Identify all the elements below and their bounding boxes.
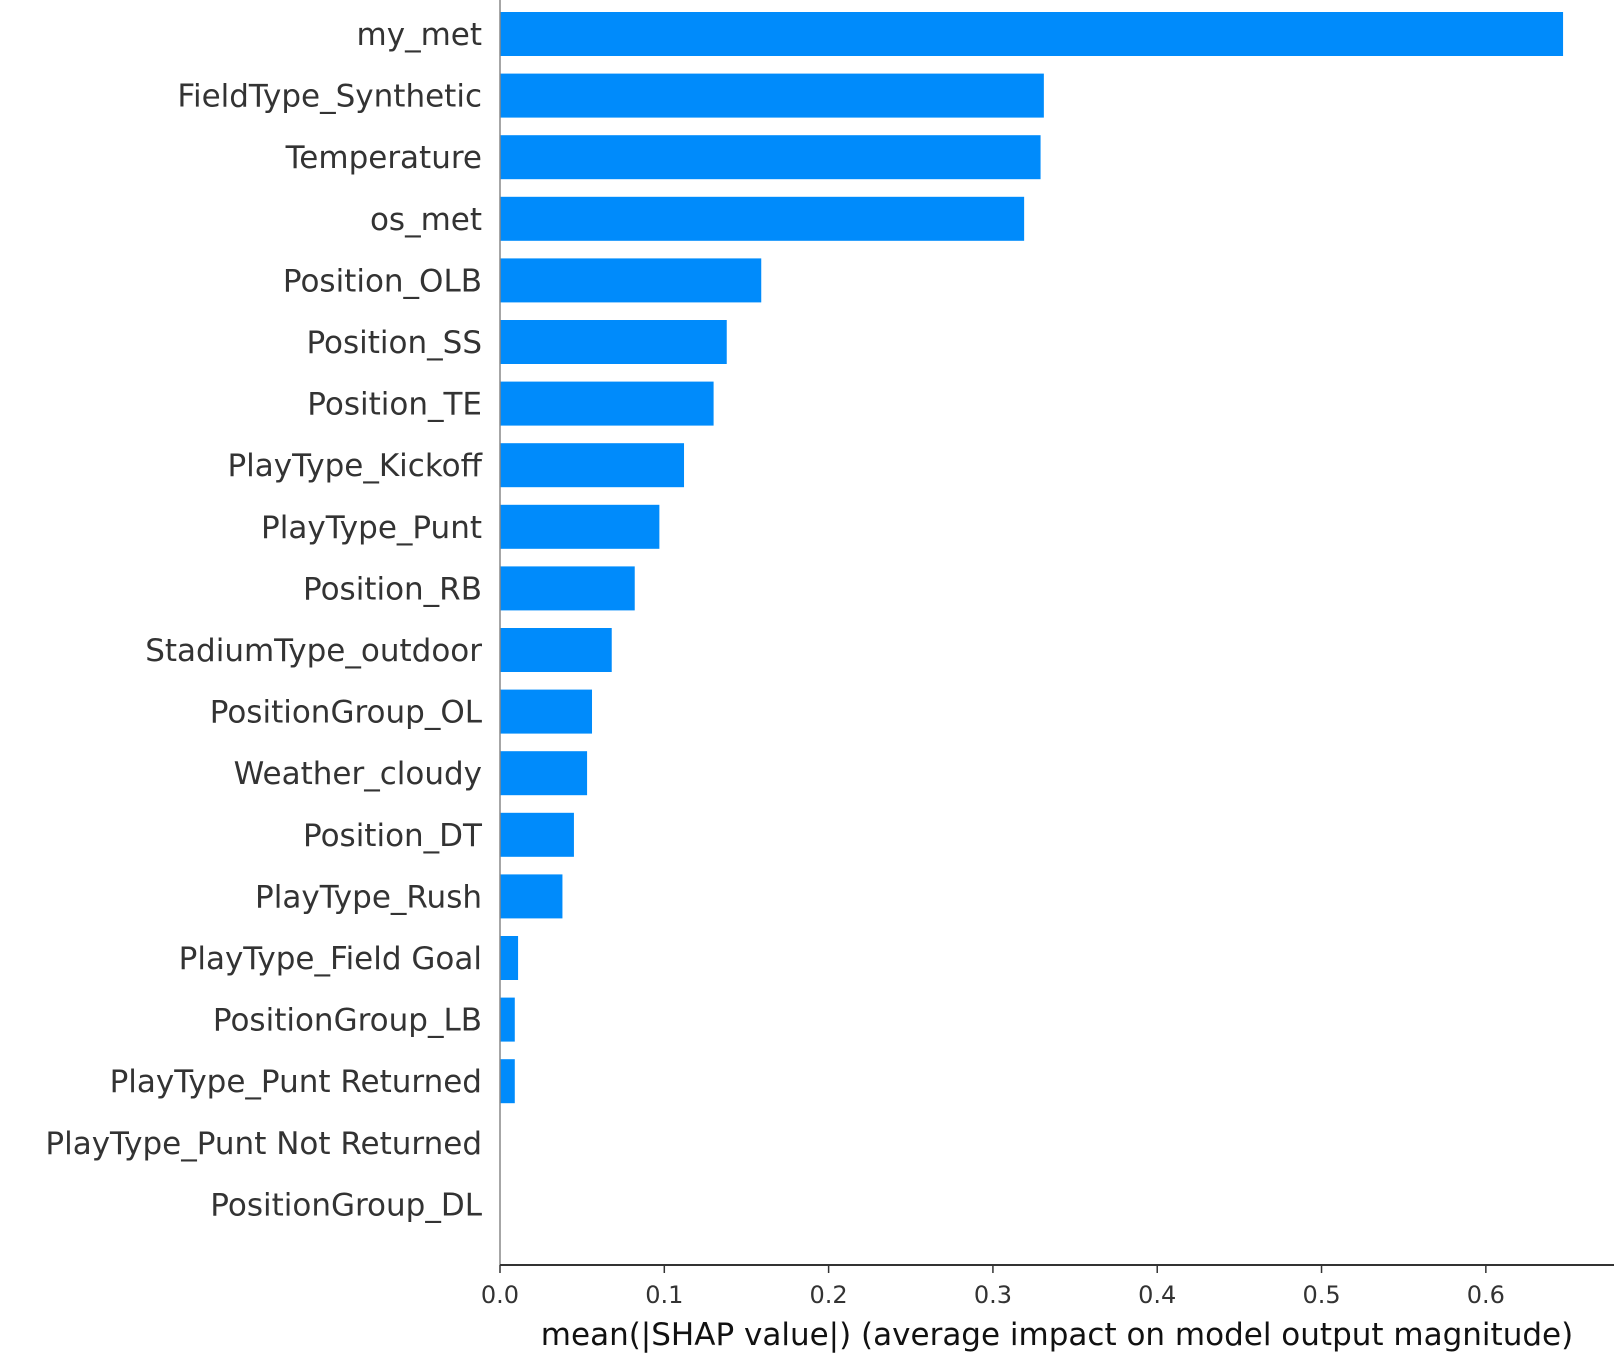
bar-my-met bbox=[500, 12, 1564, 56]
bar-position-olb bbox=[500, 258, 762, 303]
x-axis-title: mean(|SHAP value|) (average impact on mo… bbox=[541, 1317, 1573, 1353]
bar-positiongroup-ol bbox=[500, 689, 593, 734]
category-label: Position_TE bbox=[307, 387, 482, 423]
bar-playtype-rush bbox=[500, 874, 563, 919]
x-tick-label: 0.0 bbox=[481, 1281, 519, 1309]
bar-weather-cloudy bbox=[500, 751, 588, 796]
bar-position-rb bbox=[500, 566, 635, 611]
category-label: StadiumType_outdoor bbox=[145, 633, 482, 669]
x-tick-label: 0.4 bbox=[1138, 1281, 1176, 1309]
x-tick-label: 0.5 bbox=[1302, 1281, 1340, 1309]
bar-fieldtype-synthetic bbox=[500, 73, 1044, 118]
category-label: PlayType_Punt Returned bbox=[110, 1064, 482, 1100]
category-label: Position_RB bbox=[303, 571, 482, 607]
category-label: PositionGroup_OL bbox=[210, 695, 483, 731]
category-label: os_met bbox=[370, 202, 482, 238]
bar-playtype-punt bbox=[500, 504, 660, 549]
category-label: Weather_cloudy bbox=[234, 756, 482, 792]
category-labels-layer: my_met FieldType_Synthetic Temperature os_m… bbox=[45, 17, 483, 1223]
bar-position-te bbox=[500, 381, 714, 426]
bar-position-ss bbox=[500, 320, 727, 364]
x-tick-label: 0.1 bbox=[645, 1281, 683, 1309]
category-label: PlayType_Rush bbox=[255, 879, 482, 915]
bar-positiongroup-lb bbox=[500, 997, 515, 1042]
category-label: FieldType_Synthetic bbox=[177, 79, 482, 115]
bar-position-dt bbox=[500, 812, 574, 857]
category-label: Position_DT bbox=[303, 818, 483, 854]
category-label: Position_SS bbox=[306, 325, 482, 361]
x-tick-label: 0.6 bbox=[1467, 1281, 1505, 1309]
category-label: PositionGroup_DL bbox=[210, 1187, 482, 1223]
bar-stadiumtype-outdoor bbox=[500, 628, 612, 672]
category-label: PlayType_Kickoff bbox=[227, 448, 482, 484]
category-label: PlayType_Punt Not Returned bbox=[45, 1126, 482, 1162]
bar-playtype-punt-returned bbox=[500, 1059, 515, 1104]
bar-playtype-kickoff bbox=[500, 443, 685, 488]
bars-layer bbox=[500, 12, 1564, 1104]
category-label: Position_OLB bbox=[283, 263, 482, 299]
x-tick-label: 0.2 bbox=[810, 1281, 848, 1309]
x-tick-label: 0.3 bbox=[974, 1281, 1012, 1309]
bar-os-met bbox=[500, 196, 1025, 241]
bar-playtype-field-goal bbox=[500, 936, 519, 980]
axes-layer: 0.0 0.1 0.2 0.3 0.4 0.5 0.6 bbox=[481, 0, 1614, 1309]
category-label: PlayType_Punt bbox=[261, 510, 482, 546]
bar-temperature bbox=[500, 135, 1041, 180]
category-label: PositionGroup_LB bbox=[213, 1003, 482, 1039]
category-label: Temperature bbox=[285, 140, 482, 176]
category-label: my_met bbox=[357, 17, 482, 53]
category-label: PlayType_Field Goal bbox=[179, 941, 482, 977]
